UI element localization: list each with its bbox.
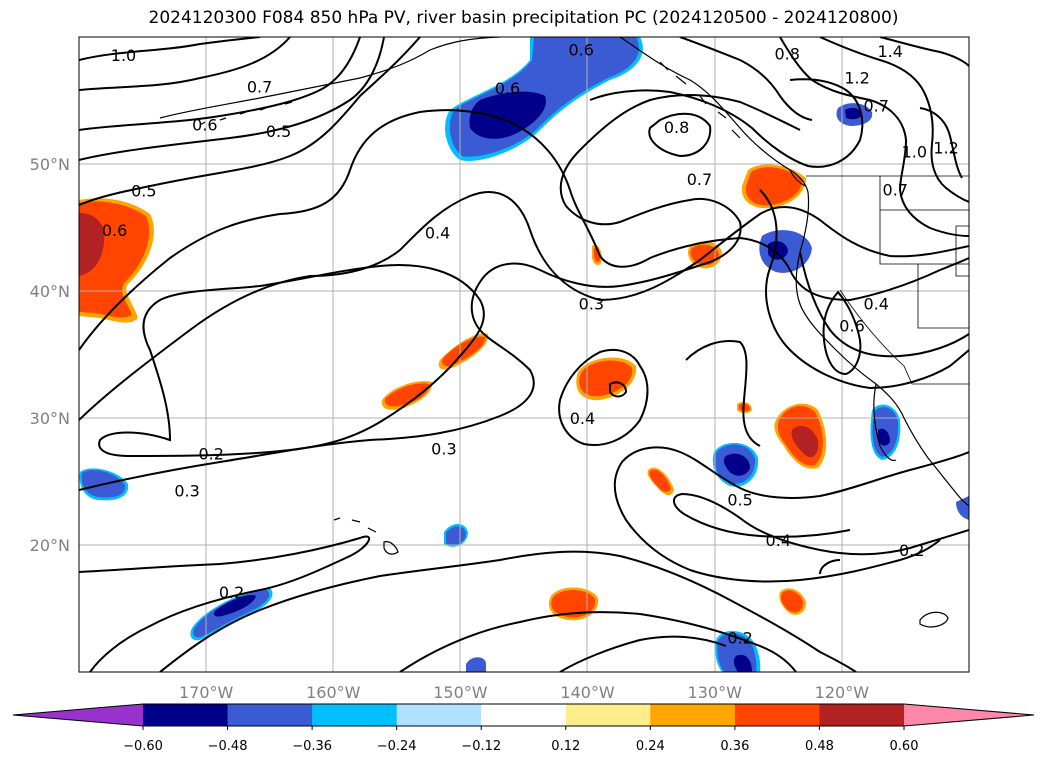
colorbar-segment: [312, 704, 398, 726]
contour-label: 0.6: [102, 221, 127, 240]
contour-label: 0.2: [727, 629, 752, 648]
contour-label: 0.3: [579, 295, 604, 314]
latitude-tick-label: 50°N: [30, 155, 70, 174]
contour-label: 1.2: [933, 138, 958, 157]
colorbar-segment: [650, 704, 736, 726]
contour-label: 1.4: [877, 42, 902, 61]
contour-label: 0.6: [839, 316, 864, 335]
borders: [806, 175, 969, 385]
colorbar-extend-low: [13, 704, 143, 726]
latitude-tick-label: 20°N: [30, 536, 70, 555]
contour-label: 0.8: [664, 118, 689, 137]
latitude-labels: 20°N 30°N 40°N 50°N: [30, 155, 70, 555]
contour-label: 1.2: [844, 69, 869, 88]
longitude-tick-label: 170°W: [179, 683, 234, 702]
colorbar-tick-label: 0.48: [805, 739, 834, 754]
longitude-tick-label: 130°W: [688, 683, 743, 702]
contour-label: 0.7: [883, 180, 908, 199]
longitude-tick-label: 140°W: [560, 683, 615, 702]
contour-label: 0.4: [863, 295, 888, 314]
latitude-tick-label: 40°N: [30, 282, 70, 301]
colorbar-segment: [227, 704, 313, 726]
contour-label: 0.6: [568, 41, 593, 60]
colorbar-segment: [734, 704, 820, 726]
colorbar-extend-high: [904, 704, 1034, 726]
longitude-tick-label: 150°W: [433, 683, 488, 702]
map-background: [79, 37, 969, 672]
colorbar-segment: [143, 704, 229, 726]
contour-label: 1.0: [902, 142, 927, 161]
contour-label: 0.7: [687, 170, 712, 189]
pv-contours: [79, 37, 969, 672]
colorbar-tick-label: 0.24: [636, 739, 665, 754]
colorbar-segment: [481, 704, 567, 726]
contour-label: 0.4: [570, 409, 595, 428]
contour-label: 0.5: [131, 182, 156, 201]
colorbar: −0.60 −0.48 −0.36 −0.24 −0.12 0.12 0.24 0.36 0.4…: [12, 703, 1035, 754]
longitude-tick-label: 160°W: [306, 683, 361, 702]
contour-label: 0.4: [425, 224, 450, 243]
colorbar-tick-label: 0.60: [890, 739, 919, 754]
contour-label: 0.2: [199, 445, 224, 464]
precip-shading: [79, 37, 969, 672]
latitude-tick-label: 30°N: [30, 409, 70, 428]
contour-labels: 1.0 0.7 0.6 0.5 0.5 0.6 0.4 0.6 0.6 0.8 0.7 0.8 1.2 1…: [102, 41, 959, 648]
contour-label: 0.3: [431, 439, 456, 458]
colorbar-tick-label: −0.60: [123, 739, 163, 754]
contour-label: 0.8: [774, 45, 799, 64]
colorbar-tick-label: 0.36: [720, 739, 749, 754]
contour-label: 0.2: [219, 583, 244, 602]
colorbar-tick-label: −0.24: [377, 739, 417, 754]
map-title: 2024120300 F084 850 hPa PV, river basin …: [148, 8, 899, 28]
contour-label: 0.3: [174, 481, 199, 500]
contour-label: 0.6: [495, 79, 520, 98]
contour-label: 0.7: [247, 78, 272, 97]
contour-label: 0.5: [266, 122, 291, 141]
longitude-labels: 170°W 160°W 150°W 140°W 130°W 120°W: [179, 683, 869, 702]
longitude-tick-label: 120°W: [815, 683, 870, 702]
colorbar-tick-label: −0.12: [461, 739, 501, 754]
contour-label: 0.2: [899, 541, 924, 560]
contour-label: 0.6: [192, 116, 217, 135]
contour-label: 0.4: [766, 531, 791, 550]
contour-label: 0.7: [863, 97, 888, 116]
colorbar-tick-label: −0.48: [208, 739, 248, 754]
colorbar-segment: [565, 704, 651, 726]
map-frame: [78, 36, 970, 673]
colorbar-segment: [819, 704, 905, 726]
contour-label: 1.0: [111, 46, 136, 65]
colorbar-segment: [396, 704, 482, 726]
colorbar-tick-label: 0.12: [551, 739, 580, 754]
contour-label: 0.5: [727, 490, 752, 509]
colorbar-tick-label: −0.36: [292, 739, 332, 754]
